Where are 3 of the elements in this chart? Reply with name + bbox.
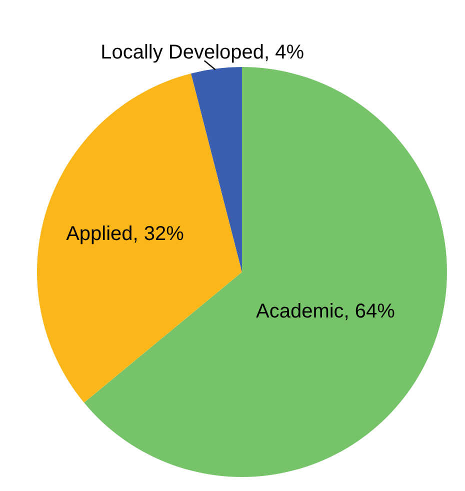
slice-label: Locally Developed, 4%	[100, 42, 304, 64]
slice-label: Academic, 64%	[256, 300, 396, 322]
slice-label: Applied, 32%	[66, 222, 184, 245]
